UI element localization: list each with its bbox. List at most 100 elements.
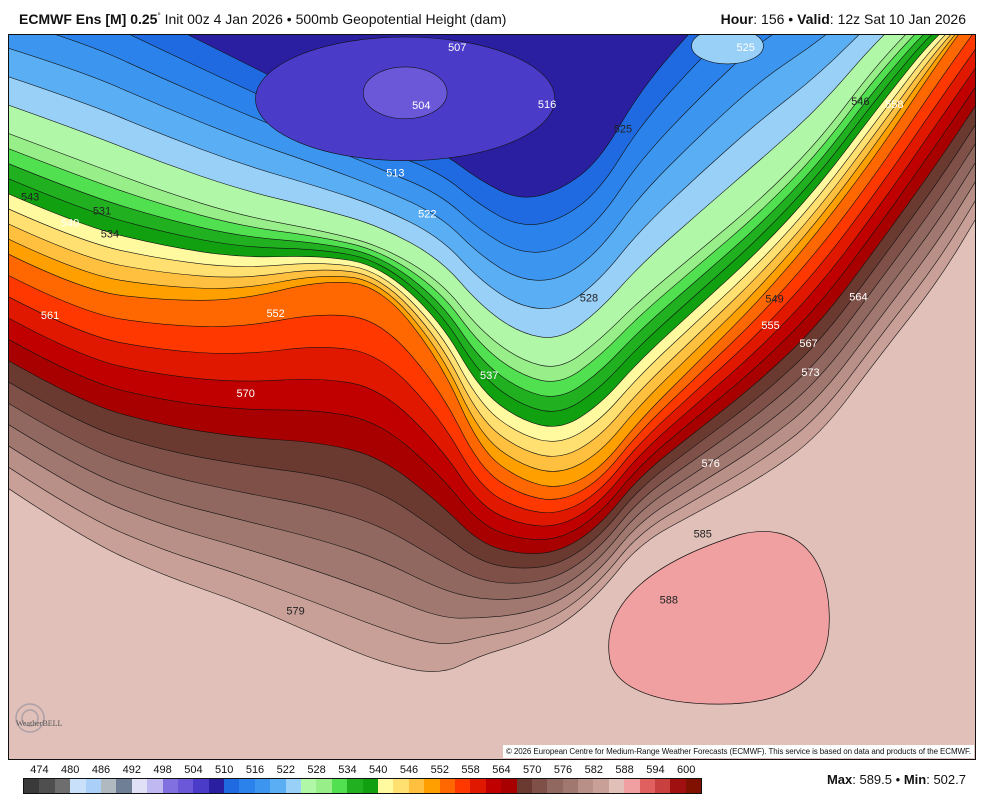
contour-label: 507 — [448, 42, 466, 54]
field-name: 500mb Geopotential Height (dam) — [295, 11, 507, 27]
colorbar-swatch — [85, 779, 101, 793]
colorbar-swatch — [239, 779, 255, 793]
weatherbell-logo: WeatherBELL — [14, 700, 72, 740]
colorbar-label: 582 — [584, 764, 603, 776]
colorbar-swatch — [254, 779, 271, 793]
colorbar-label: 486 — [91, 764, 111, 776]
colorbar-swatch — [439, 779, 455, 793]
contour-label: 579 — [286, 605, 304, 617]
colorbar-swatch — [162, 779, 178, 793]
colorbar-swatch — [224, 779, 240, 793]
colorbar-swatch — [501, 779, 517, 793]
colorbar-label: 558 — [461, 764, 480, 776]
contour-line — [9, 124, 975, 569]
contour-line — [9, 35, 940, 427]
colorbar-swatch — [131, 779, 148, 793]
colorbar-swatch — [147, 779, 163, 793]
separator: • — [286, 11, 292, 27]
colorbar-swatch — [670, 779, 686, 793]
contour-label: 531 — [93, 206, 111, 218]
high-center-588 — [608, 531, 830, 705]
colorbar-swatch — [39, 779, 55, 793]
colorbar-label: 510 — [215, 764, 234, 776]
colorbar-swatch — [193, 779, 209, 793]
small-low-ne — [691, 35, 764, 65]
colorbar-swatch — [301, 779, 317, 793]
degree-symbol: ° — [157, 11, 161, 21]
contour-label: 525 — [736, 42, 754, 54]
colorbar-label: 540 — [369, 764, 388, 776]
min-value: 502.7 — [933, 772, 966, 787]
geopotential-height-map: 504 507 513 516 522 525 525 528 531 534 … — [8, 34, 976, 760]
contour-label: 525 — [614, 124, 632, 136]
contour-label: 534 — [101, 228, 119, 240]
colorbar-label: 546 — [399, 764, 419, 776]
contour-line — [55, 35, 773, 253]
colorbar-label: 576 — [553, 764, 573, 776]
contour-line — [9, 35, 932, 412]
colorbar-swatch — [331, 779, 348, 793]
colorbar-swatch — [208, 779, 225, 793]
contour-line — [9, 35, 915, 382]
colorbar-swatch — [531, 779, 548, 793]
separator: • — [895, 772, 901, 787]
colorbar-swatch — [639, 779, 656, 793]
colorbar-label: 588 — [615, 764, 634, 776]
contour-label: 504 — [412, 100, 430, 112]
colorbar-label: 528 — [307, 764, 326, 776]
contour-line — [9, 219, 975, 672]
colorbar-label: 504 — [184, 764, 203, 776]
contour-line — [9, 35, 860, 310]
colorbar-label: 480 — [61, 764, 80, 776]
colorbar-swatch — [685, 779, 702, 793]
contour-line — [9, 35, 973, 500]
valid-value: 12z Sat 10 Jan 2026 — [837, 11, 966, 27]
contour-line — [9, 162, 975, 600]
valid-time: Hour: 156 • Valid: 12z Sat 10 Jan 2026 — [720, 11, 966, 27]
min-label: Min — [903, 772, 927, 787]
colorbar-label: 516 — [245, 764, 265, 776]
contour-label: 549 — [765, 293, 783, 305]
colorbar-swatch — [377, 779, 394, 793]
contour-label: 552 — [266, 308, 284, 320]
colorbar-swatch — [362, 779, 378, 793]
colorbar — [23, 778, 703, 794]
colorbar-swatch — [655, 779, 671, 793]
contour-label: 558 — [885, 99, 903, 111]
colorbar-swatch — [485, 779, 502, 793]
colorbar-label: 594 — [646, 764, 665, 776]
contour-label: 570 — [237, 388, 255, 400]
colorbar-swatch — [347, 779, 363, 793]
low-center-504 — [362, 66, 448, 120]
contour-line — [9, 35, 946, 442]
colorbar-label: 534 — [338, 764, 357, 776]
contour-line — [9, 35, 827, 281]
contour-line — [9, 35, 924, 397]
colorbar-swatch — [54, 779, 71, 793]
colorbar-swatch — [547, 779, 563, 793]
copyright-notice: © 2026 European Centre for Medium-Range … — [502, 745, 974, 758]
contour-label: 588 — [660, 594, 678, 606]
colorbar-label: 522 — [276, 764, 295, 776]
valid-label: Valid — [797, 11, 830, 27]
colorbar-swatch — [116, 779, 132, 793]
contour-labels: 504 507 513 516 522 525 525 528 531 534 … — [21, 42, 904, 617]
contour-label: 561 — [41, 310, 59, 322]
contour-label: 576 — [702, 458, 720, 470]
resolution: 0.25 — [130, 11, 158, 27]
colorbar-swatch — [408, 779, 425, 793]
colorbar-swatch — [516, 779, 532, 793]
contour-line — [9, 143, 975, 584]
contour-label: 528 — [580, 292, 598, 304]
colorbar-swatch — [593, 779, 609, 793]
colorbar-swatch — [454, 779, 471, 793]
colorbar-label: 498 — [153, 764, 172, 776]
contour-line — [9, 181, 975, 619]
contour-line — [9, 35, 951, 457]
contour-line — [9, 68, 975, 527]
colorbar-swatch — [270, 779, 286, 793]
contour-label: 513 — [386, 168, 404, 180]
init-time: Init 00z 4 Jan 2026 — [164, 11, 283, 27]
hour-value: 156 — [761, 11, 785, 27]
colorbar-swatch — [177, 779, 194, 793]
